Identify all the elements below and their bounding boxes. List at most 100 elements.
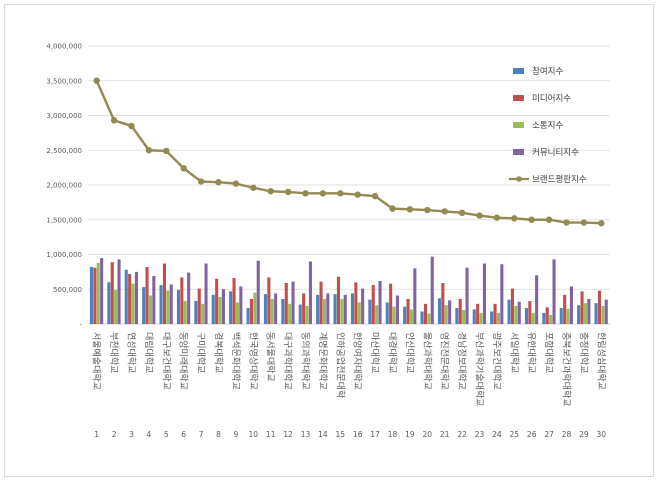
category-label: 충북보건과학대학교 — [561, 332, 572, 407]
rank-label: 20 — [423, 430, 433, 439]
bar-2-17 — [371, 285, 375, 324]
rank-label: 12 — [283, 430, 293, 439]
bar-1-12 — [281, 298, 285, 324]
bar-2-28 — [563, 294, 567, 324]
bar-3-9 — [235, 302, 239, 324]
bar-4-5 — [169, 284, 173, 324]
bar-1-17 — [368, 299, 372, 324]
bar-3-21 — [444, 305, 448, 324]
bar-1-26 — [524, 308, 529, 324]
bar-1-28 — [559, 308, 563, 324]
bar-4-30 — [604, 299, 608, 324]
rank-label: 21 — [440, 430, 450, 439]
y-tick-label: 500,000 — [53, 286, 82, 294]
rank-label: 23 — [475, 430, 485, 439]
bar-4-8 — [221, 289, 225, 324]
bar-2-2 — [110, 262, 114, 324]
bar-2-8 — [215, 278, 219, 324]
bar-3-24 — [496, 312, 500, 324]
bar-1-4 — [142, 287, 146, 324]
bar-4-4 — [152, 276, 156, 324]
bar-1-9 — [229, 291, 233, 324]
rank-label: 18 — [388, 430, 398, 439]
bar-1-20 — [420, 311, 424, 324]
rank-label: 30 — [597, 430, 607, 439]
category-label: 부산과학기술대학교 — [474, 332, 485, 407]
line-point-7 — [197, 178, 205, 185]
line-point-21 — [441, 208, 448, 215]
y-tick-label: 4,000,000 — [46, 43, 82, 51]
bar-3-28 — [566, 308, 570, 324]
bar-3-16 — [357, 302, 361, 324]
category-label: 서일대학교 — [508, 332, 519, 373]
bar-3-12 — [288, 303, 292, 324]
rank-label: 17 — [370, 430, 380, 439]
rank-label: 19 — [405, 430, 415, 439]
bar-3-14 — [322, 298, 326, 324]
line-point-19 — [406, 206, 414, 213]
line-point-12 — [284, 188, 292, 196]
category-label: 마산대학교 — [369, 332, 380, 373]
bar-3-6 — [183, 301, 187, 324]
bar-3-29 — [583, 303, 587, 324]
bar-2-18 — [389, 283, 393, 324]
category-label: 백석문화대학교 — [230, 332, 241, 390]
y-tick-label: - — [79, 321, 82, 329]
bar-2-24 — [493, 303, 497, 324]
x-axis-category-labels: 서울예술대학교 부천대학교 연성대학교 대림대학교 대구보건대학교 동양미래대학교 구미대학… — [91, 332, 608, 407]
bar-2-21 — [441, 282, 445, 324]
legend-swatch-3 — [513, 122, 524, 128]
bar-3-17 — [375, 305, 379, 324]
category-label: 울산과학대학교 — [421, 332, 432, 390]
line-layer — [93, 77, 605, 227]
bar-1-24 — [490, 311, 494, 324]
y-axis-tick-labels: - 500,000 1,000,000 1,500,000 2,000,000 2,500… — [46, 43, 82, 329]
y-tick-label: 2,500,000 — [46, 147, 82, 155]
line-point-23 — [476, 212, 483, 219]
rank-label: 14 — [318, 430, 328, 439]
bar-3-19 — [409, 309, 413, 324]
bar-4-21 — [448, 300, 452, 324]
bar-3-1 — [96, 262, 100, 324]
bar-1-14 — [316, 294, 320, 324]
y-tick-label: 2,000,000 — [46, 182, 82, 190]
bar-layer — [89, 256, 608, 324]
category-label: 부천대학교 — [108, 332, 119, 373]
category-label: 대림대학교 — [143, 332, 155, 373]
bar-2-19 — [406, 298, 410, 324]
bar-3-22 — [462, 310, 466, 324]
category-label: 동양미래대학교 — [178, 332, 189, 390]
bar-2-20 — [423, 303, 427, 324]
bar-2-30 — [597, 290, 601, 324]
category-label: 대경대학교 — [387, 332, 399, 373]
bar-2-23 — [476, 303, 480, 324]
bar-4-16 — [361, 288, 365, 324]
bar-4-7 — [204, 263, 208, 324]
bar-2-5 — [162, 263, 166, 324]
legend-label: 브랜드평판지수 — [532, 174, 587, 185]
bar-4-3 — [134, 271, 138, 324]
bar-4-15 — [343, 294, 347, 324]
bar-3-20 — [427, 313, 431, 324]
line-point-20 — [424, 206, 431, 214]
rank-label: 25 — [510, 430, 520, 439]
bar-3-23 — [479, 312, 483, 324]
bar-4-12 — [291, 281, 295, 324]
bar-4-22 — [465, 267, 469, 324]
bar-2-13 — [302, 293, 306, 324]
line-point-17 — [371, 192, 379, 200]
bar-2-27 — [545, 307, 549, 324]
rank-label: 2 — [112, 430, 117, 439]
bar-3-18 — [392, 306, 396, 324]
line-point-14 — [319, 190, 327, 197]
line-point-10 — [250, 184, 257, 191]
bar-4-25 — [517, 301, 521, 324]
rank-label: 16 — [353, 430, 363, 439]
bar-1-21 — [437, 298, 442, 324]
line-point-11 — [267, 188, 274, 195]
bar-4-27 — [552, 259, 556, 324]
category-label: 구미대학교 — [195, 332, 206, 373]
line-point-24 — [493, 214, 501, 221]
line-point-8 — [215, 179, 222, 186]
legend-swatch-4 — [513, 149, 524, 155]
